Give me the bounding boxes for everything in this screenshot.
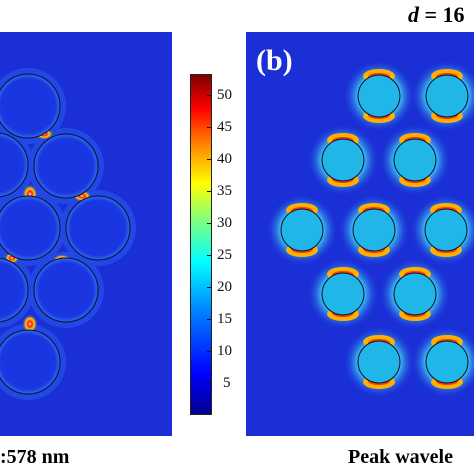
d-variable: d bbox=[408, 2, 419, 27]
field-map-panel-a bbox=[0, 32, 172, 436]
colorbar-tick-label: 25 bbox=[217, 247, 232, 263]
colorbar-tick-label: 5 bbox=[223, 375, 231, 391]
colorbar-tick-label: 35 bbox=[217, 183, 232, 199]
caption-right: Peak wavele bbox=[348, 446, 453, 468]
colorbar-tickmark bbox=[207, 159, 211, 160]
colorbar-tick-label: 50 bbox=[217, 87, 232, 103]
colorbar-tick-label: 10 bbox=[217, 343, 232, 359]
colorbar-tickmark bbox=[207, 255, 211, 256]
colorbar-tickmark bbox=[207, 95, 211, 96]
colorbar-tick-label: 45 bbox=[217, 119, 232, 135]
colorbar-tick-label: 40 bbox=[217, 151, 232, 167]
gap-distance-label: d = 16 bbox=[408, 2, 465, 28]
colorbar-tickmark bbox=[207, 223, 211, 224]
colorbar: 50 45 40 35 30 25 20 15 10 5 bbox=[190, 74, 246, 416]
d-value: = 16 bbox=[419, 2, 465, 27]
colorbar-tickmark bbox=[207, 127, 211, 128]
colorbar-tick-label: 15 bbox=[217, 311, 232, 327]
colorbar-tick-label: 20 bbox=[217, 279, 232, 295]
field-map-b-image bbox=[246, 32, 474, 436]
field-map-panel-b: (b) bbox=[246, 32, 474, 436]
colorbar-tickmark bbox=[207, 191, 211, 192]
colorbar-tickmark bbox=[207, 287, 211, 288]
colorbar-gradient bbox=[190, 74, 212, 415]
colorbar-tickmark bbox=[207, 351, 211, 352]
colorbar-tick-label: 30 bbox=[217, 215, 232, 231]
caption-left: :578 nm bbox=[0, 446, 70, 468]
panel-b-label: (b) bbox=[256, 44, 293, 77]
colorbar-tickmark bbox=[207, 383, 211, 384]
field-map-a-image bbox=[0, 32, 172, 436]
colorbar-tickmark bbox=[207, 319, 211, 320]
